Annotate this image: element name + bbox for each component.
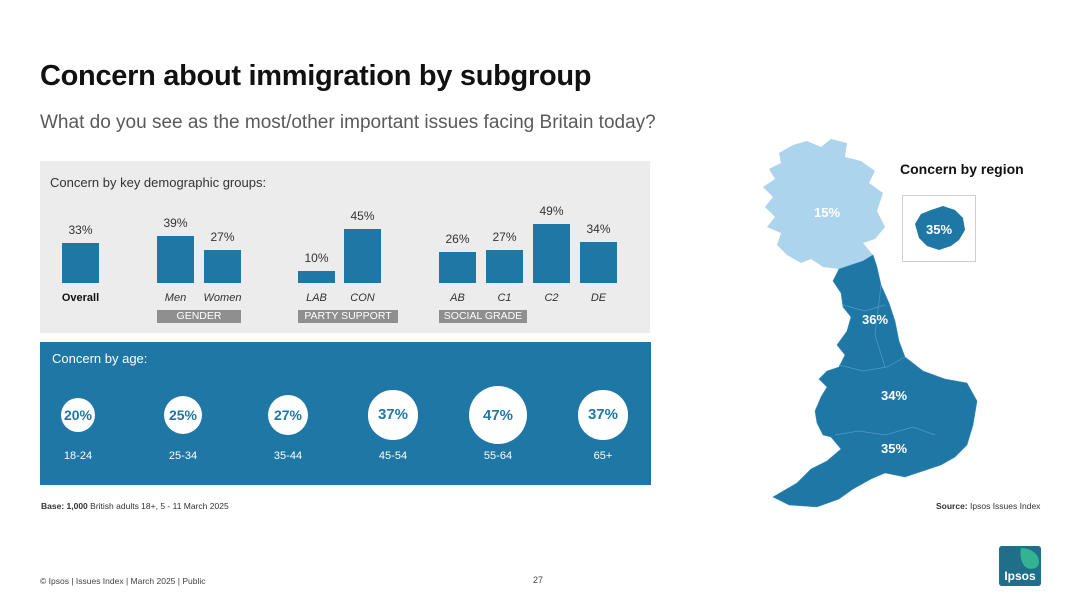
bar-value-label: 26% <box>445 231 470 246</box>
page-title: Concern about immigration by subgroup <box>40 60 592 92</box>
bar-category-label: Overall <box>61 292 100 304</box>
age-bubble: 20% <box>61 398 95 432</box>
bar-value-label: 39% <box>163 216 188 231</box>
ipsos-logo: Ipsos <box>999 546 1041 586</box>
group-tag: PARTY SUPPORT <box>298 310 398 323</box>
bar-value-label: 45% <box>350 208 375 223</box>
bar-de <box>580 242 617 283</box>
bar-overall <box>62 243 99 283</box>
bar-category-label: LAB <box>306 292 327 304</box>
scotland-value-label: 15% <box>814 205 840 220</box>
london-map: 35% <box>915 206 965 250</box>
age-bubble: 47% <box>469 386 527 444</box>
bar-category-label: Men <box>164 292 187 304</box>
age-group-label: 45-54 <box>378 450 408 462</box>
bar-value-label: 27% <box>210 230 235 245</box>
region-border-line <box>834 284 936 436</box>
london-inset: 35% <box>902 195 976 262</box>
bar-c2 <box>533 224 570 283</box>
region-heading: Concern by region <box>900 161 1024 177</box>
age-panel <box>40 342 651 485</box>
source-note: Source: Ipsos Issues Index <box>936 501 1040 511</box>
bar-category-label: C2 <box>544 292 559 304</box>
london-region <box>915 206 965 250</box>
midlands-value-label: 34% <box>881 388 907 403</box>
group-tag: GENDER <box>157 310 241 323</box>
age-group-label: 55-64 <box>483 450 513 462</box>
bar-con <box>344 228 381 283</box>
base-note: Base: 1,000 British adults 18+, 5 - 11 M… <box>41 501 229 511</box>
base-note-text: British adults 18+, 5 - 11 March 2025 <box>87 501 229 511</box>
bar-value-label: 33% <box>68 223 93 238</box>
uk-region-map: 15% 36% 34% 35% <box>763 139 978 508</box>
bar-value-label: 49% <box>539 204 564 218</box>
demographic-heading: Concern by key demographic groups: <box>50 175 267 190</box>
age-bubble: 25% <box>163 395 203 435</box>
bar-category-label: DE <box>590 292 607 304</box>
source-note-bold: Source: <box>936 501 968 511</box>
bar-category-label: C1 <box>497 292 512 304</box>
footer-text: © Ipsos | Issues Index | March 2025 | Pu… <box>40 576 206 586</box>
age-group-label: 65+ <box>593 450 613 462</box>
bar-c1 <box>486 250 523 283</box>
bar-value-label: 10% <box>304 250 329 265</box>
age-group-label: 25-34 <box>168 450 198 462</box>
bar-value-label: 34% <box>586 222 611 237</box>
bar-category-label: Women <box>203 292 242 304</box>
bar-category-label: CON <box>350 292 375 304</box>
group-tag: SOCIAL GRADE <box>439 310 527 323</box>
ipsos-logo-mark: Ipsos <box>999 546 1041 586</box>
bar-men <box>157 236 194 283</box>
bar-value-label: 27% <box>492 230 517 245</box>
base-note-bold: Base: 1,000 <box>41 501 88 511</box>
england-wales-region <box>772 254 978 508</box>
age-bubble: 37% <box>578 390 628 440</box>
bar-lab <box>298 270 335 283</box>
south-value-label: 35% <box>881 441 907 456</box>
source-note-text: Ipsos Issues Index <box>967 501 1041 511</box>
scotland-region <box>763 139 885 269</box>
age-group-label: 35-44 <box>273 450 303 462</box>
age-bubble: 37% <box>368 390 418 440</box>
age-group-label: 18-24 <box>63 450 93 462</box>
bar-women <box>204 250 241 283</box>
page-subtitle: What do you see as the most/other import… <box>40 112 656 133</box>
london-value-label: 35% <box>926 222 952 237</box>
bar-category-label: AB <box>450 292 465 304</box>
svg-text:Ipsos: Ipsos <box>1004 569 1036 583</box>
page-number: 27 <box>533 575 544 585</box>
bar-ab <box>439 251 476 283</box>
age-heading: Concern by age: <box>52 351 148 366</box>
north-value-label: 36% <box>862 312 888 327</box>
age-bubble: 27% <box>267 394 309 436</box>
